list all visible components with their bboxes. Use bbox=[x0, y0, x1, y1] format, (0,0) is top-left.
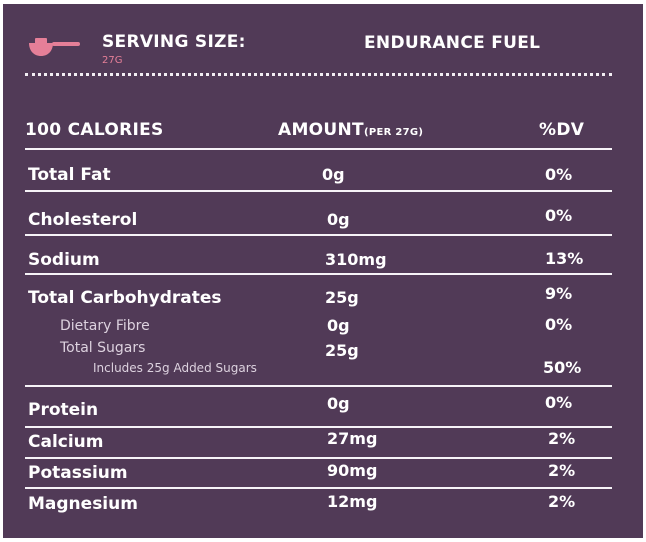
row-amount-calcium: 27mg bbox=[327, 429, 378, 448]
row-amount-total-carbohydrates: 25g bbox=[325, 288, 359, 307]
row-amount-potassium: 90mg bbox=[327, 461, 378, 480]
serving-size-label: SERVING SIZE: bbox=[102, 32, 246, 52]
divider bbox=[25, 148, 612, 150]
row-dv-protein: 0% bbox=[545, 393, 573, 412]
amount-header: AMOUNT(PER 27G) bbox=[278, 120, 423, 140]
divider bbox=[25, 190, 612, 192]
divider bbox=[25, 426, 612, 428]
product-name: ENDURANCE FUEL bbox=[364, 33, 541, 53]
row-label-sodium: Sodium bbox=[28, 250, 100, 270]
divider bbox=[25, 234, 612, 236]
serving-size-value: 27G bbox=[102, 55, 123, 66]
row-label-protein: Protein bbox=[28, 400, 99, 420]
measuring-scoop-icon bbox=[29, 38, 80, 56]
row-dv-sodium: 13% bbox=[545, 249, 584, 268]
row-label-total-fat: Total Fat bbox=[28, 165, 111, 185]
calories-header: 100 CALORIES bbox=[25, 120, 164, 140]
divider bbox=[25, 457, 612, 459]
row-dv-cholesterol: 0% bbox=[545, 206, 573, 225]
row-amount-magnesium: 12mg bbox=[327, 492, 378, 511]
amount-header-label: AMOUNT bbox=[278, 120, 364, 140]
row-amount-cholesterol: 0g bbox=[327, 210, 350, 229]
row-amount-protein: 0g bbox=[327, 394, 350, 413]
row-dv-magnesium: 2% bbox=[548, 492, 576, 511]
row-amount-total-fat: 0g bbox=[322, 165, 345, 184]
row-dv-total-carbohydrates: 9% bbox=[545, 284, 573, 303]
divider bbox=[25, 273, 612, 275]
row-dv-dietary-fibre: 0% bbox=[545, 315, 573, 334]
row-label-calcium: Calcium bbox=[28, 432, 104, 452]
row-label-total-sugars: Total Sugars bbox=[60, 340, 146, 356]
row-amount-dietary-fibre: 0g bbox=[327, 316, 350, 335]
row-dv-calcium: 2% bbox=[548, 429, 576, 448]
header-divider bbox=[25, 73, 612, 76]
row-dv-potassium: 2% bbox=[548, 461, 576, 480]
dv-header: %DV bbox=[539, 120, 585, 140]
row-dv-added-sugars: 50% bbox=[543, 358, 582, 377]
row-label-magnesium: Magnesium bbox=[28, 494, 138, 514]
row-amount-sodium: 310mg bbox=[325, 250, 387, 269]
row-label-dietary-fibre: Dietary Fibre bbox=[60, 318, 150, 334]
row-amount-total-sugars: 25g bbox=[325, 341, 359, 360]
divider bbox=[25, 487, 612, 489]
row-label-potassium: Potassium bbox=[28, 463, 128, 483]
divider bbox=[25, 385, 612, 387]
row-label-total-carbohydrates: Total Carbohydrates bbox=[28, 288, 222, 308]
amount-header-note: (PER 27G) bbox=[363, 127, 424, 138]
row-label-cholesterol: Cholesterol bbox=[28, 210, 138, 230]
nutrition-panel: SERVING SIZE: 27G ENDURANCE FUEL 100 CAL… bbox=[3, 4, 643, 538]
row-label-added-sugars: Includes 25g Added Sugars bbox=[93, 361, 257, 375]
row-dv-total-fat: 0% bbox=[545, 165, 573, 184]
